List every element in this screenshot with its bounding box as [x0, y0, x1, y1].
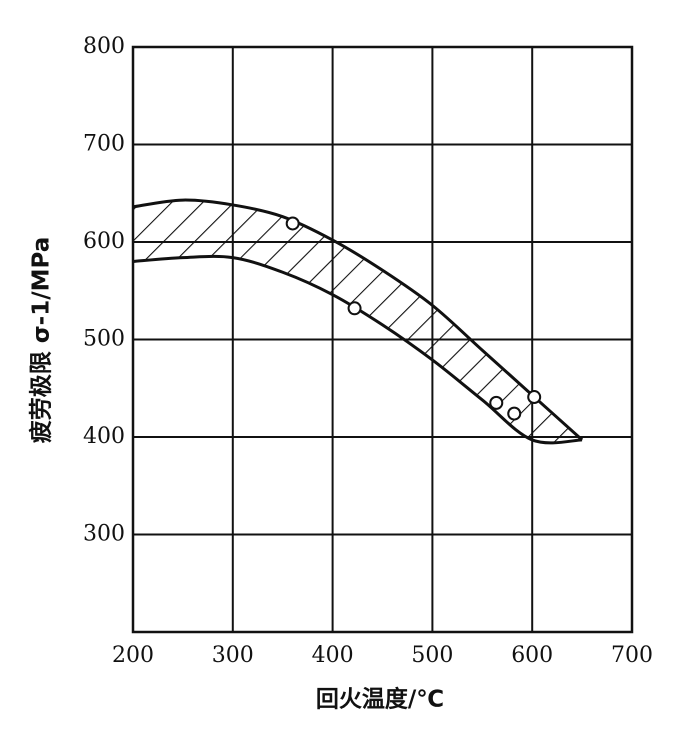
x-tick-label: 400	[312, 643, 354, 668]
y-tick-label: 800	[83, 34, 125, 59]
data-point	[507, 406, 522, 421]
y-tick-label: 700	[83, 132, 125, 157]
y-tick-label: 300	[83, 522, 125, 547]
x-tick-label: 200	[112, 643, 154, 668]
x-tick-label: 500	[411, 643, 453, 668]
band-area	[133, 200, 583, 443]
x-axis-title: 回火温度/℃	[316, 686, 444, 713]
y-axis-title: 疲劳极限 σ-1/MPa	[28, 237, 55, 444]
y-tick-label: 600	[83, 229, 125, 254]
data-point	[527, 390, 542, 405]
y-tick-label: 500	[83, 327, 125, 352]
data-point	[489, 395, 504, 410]
data-point	[285, 216, 300, 231]
data-point	[347, 301, 362, 316]
y-tick-label: 400	[83, 424, 125, 449]
x-tick-label: 700	[611, 643, 653, 668]
x-tick-label: 300	[212, 643, 254, 668]
x-tick-label: 600	[511, 643, 553, 668]
upper-curve	[132, 198, 584, 442]
